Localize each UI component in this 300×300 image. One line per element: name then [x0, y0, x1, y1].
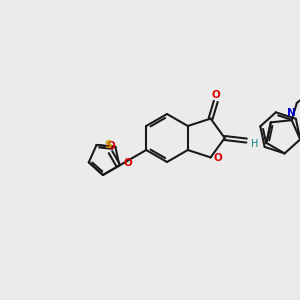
Text: N: N: [287, 108, 296, 118]
Text: O: O: [124, 158, 133, 168]
Text: O: O: [106, 141, 115, 151]
Text: S: S: [105, 140, 112, 150]
Text: H: H: [251, 139, 258, 148]
Text: O: O: [212, 90, 220, 100]
Text: O: O: [213, 153, 222, 164]
